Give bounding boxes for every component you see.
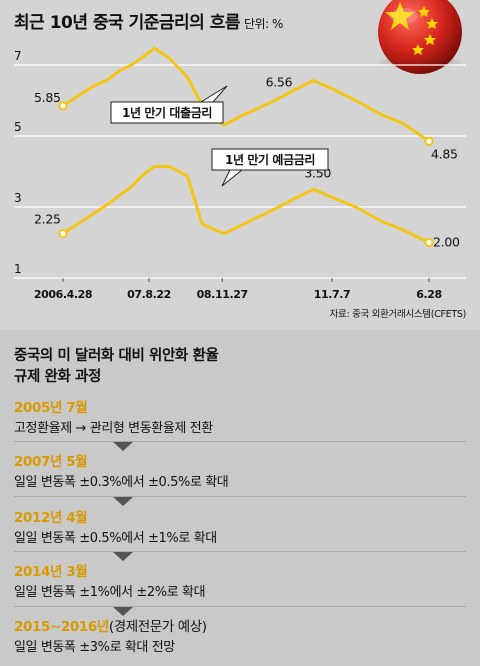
timeline-step: 2005년 7월 고정환율제 → 관리형 변동환율제 전환 [14,398,213,439]
value-label: 5.85 [34,90,61,105]
value-label: 4.85 [431,146,458,161]
callout-pointer [221,169,243,187]
step-note: (경제전문가 예상) [108,619,207,635]
chart-title: 최근 10년 중국 기준금리의 흐름 단위: % [14,8,283,33]
value-label: 6.56 [266,74,293,89]
y-tick-label: 7 [14,49,22,63]
x-tick-label: 11.7.7 [314,288,351,301]
divider [14,441,466,442]
series-callout: 1년 만기 대출금리 [110,85,228,124]
timeline-step: 2007년 5월 일일 변동폭 ±0.3%에서 ±0.5%로 확대 [14,452,229,493]
step-desc: 일일 변동폭 ±1%에서 ±2%로 확대 [14,585,206,600]
y-tick-label: 3 [14,191,22,205]
timeline-step: 2014년 3월 일일 변동폭 ±1%에서 ±2%로 확대 [14,562,206,603]
step-year-text: 2012년 4월 [14,510,88,526]
x-tick-label: 08.11.27 [197,288,248,301]
down-arrow-icon [113,607,133,616]
chart-title-text: 최근 10년 중국 기준금리의 흐름 [14,13,241,33]
y-tick-label: 5 [14,120,22,134]
x-tick-label: 6.28 [416,288,442,301]
rate-chart: 1 3 5 7 2006.4.28 07.8.22 08.11.27 11.7.7 6.28 5… [14,0,466,301]
timeline-step: 2012년 4월 일일 변동폭 ±0.5%에서 ±1%로 확대 [14,508,217,549]
section-title-line: 중국의 미 달러화 대비 위안화 환율 [14,348,219,364]
chart-source: 자료: 중국 외환거래시스템(CFETS) [329,309,467,320]
section-title: 중국의 미 달러화 대비 위안화 환율 규제 완화 과정 [14,346,219,388]
step-year: 2007년 5월 [14,452,228,473]
step-year-text: 2005년 7월 [14,400,88,416]
value-label: 2.00 [433,235,460,250]
divider [14,606,466,607]
step-year-text: 2014년 3월 [14,564,88,580]
timeline-step: 2015~2016년(경제전문가 예상) 일일 변동폭 ±3%로 확대 전망 [14,617,207,658]
down-arrow-icon [113,442,133,451]
step-year-text: 2007년 5월 [14,454,88,470]
legend-label: 1년 만기 대출금리 [122,105,212,120]
down-arrow-icon [113,497,133,506]
step-desc: 일일 변동폭 ±0.5%에서 ±1%로 확대 [14,531,217,546]
data-point [58,101,68,111]
legend-label: 1년 만기 예금금리 [225,152,315,167]
x-tick-label: 2006.4.28 [34,288,92,301]
y-tick-label: 1 [14,262,22,276]
china-flag-ball-icon [376,0,464,74]
series-line [62,165,430,244]
down-arrow-icon [113,552,133,561]
step-year: 2005년 7월 [14,398,213,419]
step-year-text: 2015~2016년 [14,619,109,635]
series-line [62,46,430,143]
section-title-line: 규제 완화 과정 [14,369,101,385]
value-label: 2.25 [34,212,61,227]
series-callout: 1년 만기 예금금리 [211,148,329,187]
step-desc: 일일 변동폭 ±3%로 확대 전망 [14,640,175,655]
data-point [424,237,434,248]
step-year: 2014년 3월 [14,562,205,583]
callout-pointer [200,85,228,103]
step-desc: 고정환율제 → 관리형 변동환율제 전환 [14,421,213,436]
x-tick-label: 07.8.22 [127,288,171,301]
divider [14,496,466,497]
data-point [58,229,68,239]
unit-label: 단위: % [244,17,283,31]
step-desc: 일일 변동폭 ±0.3%에서 ±0.5%로 확대 [14,475,229,490]
divider [14,551,466,552]
callout-box [110,101,224,124]
callout-box [211,148,329,171]
data-point [424,136,434,146]
step-year: 2012년 4월 [14,508,217,529]
step-year: 2015~2016년(경제전문가 예상) [14,617,207,638]
